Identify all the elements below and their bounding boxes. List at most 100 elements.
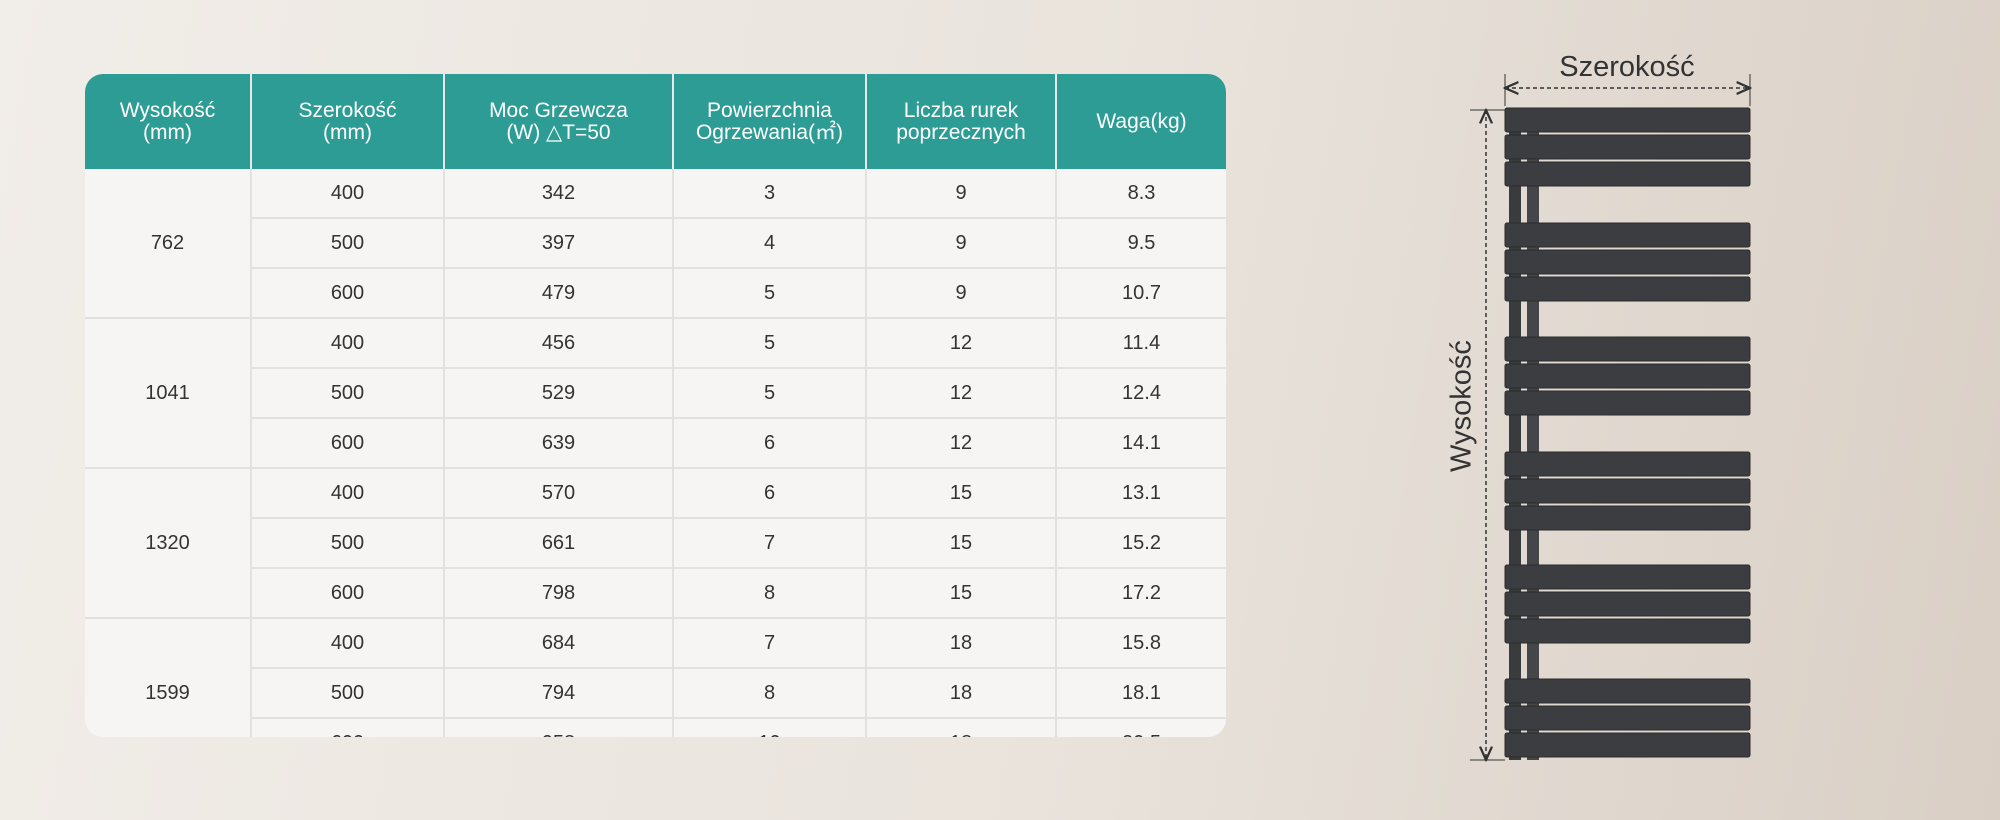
column-header: Waga(kg) bbox=[1056, 74, 1226, 169]
table-cell: 600 bbox=[251, 268, 445, 319]
table-cell: 5 bbox=[673, 368, 867, 419]
table-body: 762 400 342 3 9 8.3 500 397 4 9 9.5 600 479 5 9 10.7 104… bbox=[85, 169, 1226, 737]
table-cell: 5 bbox=[673, 318, 867, 369]
table-cell: 8 bbox=[673, 668, 867, 719]
table-cell: 342 bbox=[444, 169, 674, 219]
table-cell: 15.2 bbox=[1056, 518, 1226, 569]
table-row: 600 479 5 9 10.7 bbox=[85, 268, 1226, 319]
table-cell: 397 bbox=[444, 218, 674, 269]
table-cell: 18.1 bbox=[1056, 668, 1226, 719]
table-cell: 500 bbox=[251, 218, 445, 269]
table-cell: 400 bbox=[251, 618, 445, 669]
radiator-bar bbox=[1504, 732, 1751, 758]
table-cell: 9 bbox=[866, 268, 1057, 319]
table-cell: 7 bbox=[673, 518, 867, 569]
table-cell: 798 bbox=[444, 568, 674, 619]
table-cell: 20.5 bbox=[1056, 718, 1226, 737]
table-cell: 10.7 bbox=[1056, 268, 1226, 319]
table-cell: 14.1 bbox=[1056, 418, 1226, 469]
radiator-bar bbox=[1504, 618, 1751, 644]
table-cell: 6 bbox=[673, 418, 867, 469]
table-cell: 456 bbox=[444, 318, 674, 369]
table-cell: 6 bbox=[673, 468, 867, 519]
header-line: Waga(kg) bbox=[1096, 109, 1187, 133]
radiator-bar bbox=[1504, 161, 1751, 187]
radiator-bar bbox=[1504, 505, 1751, 531]
header-line: poprzecznych bbox=[896, 120, 1026, 144]
table-row: 500 529 5 12 12.4 bbox=[85, 368, 1226, 419]
header-line: (W) △T=50 bbox=[506, 120, 611, 144]
table-cell: 479 bbox=[444, 268, 674, 319]
table-cell: 600 bbox=[251, 418, 445, 469]
table-cell: 3 bbox=[673, 169, 867, 219]
height-cell: 1320 bbox=[85, 468, 252, 619]
header-line: Szerokość bbox=[298, 98, 397, 122]
table-row: 500 661 7 15 15.2 bbox=[85, 518, 1226, 569]
height-cell: 1599 bbox=[85, 618, 252, 737]
table-cell: 18 bbox=[866, 668, 1057, 719]
table-cell: 10 bbox=[673, 718, 867, 737]
table-cell: 9 bbox=[866, 218, 1057, 269]
header-line: Liczba rurek bbox=[903, 98, 1019, 122]
column-header: Szerokość (mm) bbox=[251, 74, 445, 169]
radiator-bar bbox=[1504, 134, 1751, 160]
radiator-bar bbox=[1504, 591, 1751, 617]
table-cell: 600 bbox=[251, 718, 445, 737]
table-cell: 9.5 bbox=[1056, 218, 1226, 269]
table-cell: 15 bbox=[866, 468, 1057, 519]
height-cell: 762 bbox=[85, 169, 252, 319]
radiator-bar bbox=[1504, 336, 1751, 362]
table-row: 600 639 6 12 14.1 bbox=[85, 418, 1226, 469]
table-cell: 15.8 bbox=[1056, 618, 1226, 669]
table-cell: 11.4 bbox=[1056, 318, 1226, 369]
radiator-bar bbox=[1504, 276, 1751, 302]
radiator-bar bbox=[1504, 107, 1751, 133]
radiator-bar bbox=[1504, 363, 1751, 389]
table-cell: 12 bbox=[866, 418, 1057, 469]
table-cell: 12 bbox=[866, 368, 1057, 419]
table-cell: 13.1 bbox=[1056, 468, 1226, 519]
table-cell: 600 bbox=[251, 568, 445, 619]
table-cell: 400 bbox=[251, 318, 445, 369]
table-row: 1041 400 456 5 12 11.4 bbox=[85, 318, 1226, 469]
table-cell: 958 bbox=[444, 718, 674, 737]
table-cell: 15 bbox=[866, 518, 1057, 569]
table-cell: 17.2 bbox=[1056, 568, 1226, 619]
header-line: (mm) bbox=[323, 120, 372, 144]
table-cell: 18 bbox=[866, 618, 1057, 669]
header-line: Moc Grzewcza bbox=[489, 98, 628, 122]
header-line: (mm) bbox=[143, 120, 192, 144]
column-header: Wysokość (mm) bbox=[85, 74, 252, 169]
height-cell: 1041 bbox=[85, 318, 252, 469]
radiator-bar bbox=[1504, 222, 1751, 248]
spec-table: Wysokość (mm) Szerokość (mm) Moc Grzewcza (W)… bbox=[85, 74, 1226, 737]
table-cell: 12 bbox=[866, 318, 1057, 369]
table-cell: 639 bbox=[444, 418, 674, 469]
table-row: 500 397 4 9 9.5 bbox=[85, 218, 1226, 269]
radiator-bar bbox=[1504, 451, 1751, 477]
table-cell: 9 bbox=[866, 169, 1057, 219]
header-row: Wysokość (mm) Szerokość (mm) Moc Grzewcza (W)… bbox=[85, 74, 1226, 169]
table-cell: 18 bbox=[866, 718, 1057, 737]
table-cell: 529 bbox=[444, 368, 674, 419]
spec-table-container: Wysokość (mm) Szerokość (mm) Moc Grzewcza (W)… bbox=[85, 74, 1226, 737]
table-cell: 794 bbox=[444, 668, 674, 719]
table-row: 1320 400 570 6 15 13.1 bbox=[85, 468, 1226, 619]
pipe bbox=[1527, 110, 1539, 760]
column-header: Powierzchnia Ogrzewania(㎡) bbox=[673, 74, 867, 169]
radiator-bar bbox=[1504, 705, 1751, 731]
column-header: Moc Grzewcza (W) △T=50 bbox=[444, 74, 674, 169]
column-header: Liczba rurek poprzecznych bbox=[866, 74, 1057, 169]
table-cell: 500 bbox=[251, 668, 445, 719]
table-cell: 7 bbox=[673, 618, 867, 669]
table-row: 762 400 342 3 9 8.3 bbox=[85, 169, 1226, 319]
header-line: Ogrzewania(㎡) bbox=[695, 120, 844, 144]
table-row: 600 798 8 15 17.2 bbox=[85, 568, 1226, 619]
table-row: 600958101820.5 bbox=[85, 718, 1226, 737]
table-cell: 8.3 bbox=[1056, 169, 1226, 219]
table-cell: 12.4 bbox=[1056, 368, 1226, 419]
table-cell: 15 bbox=[866, 568, 1057, 619]
table-row: 500 794 8 18 18.1 bbox=[85, 668, 1226, 719]
radiator-bar bbox=[1504, 390, 1751, 416]
